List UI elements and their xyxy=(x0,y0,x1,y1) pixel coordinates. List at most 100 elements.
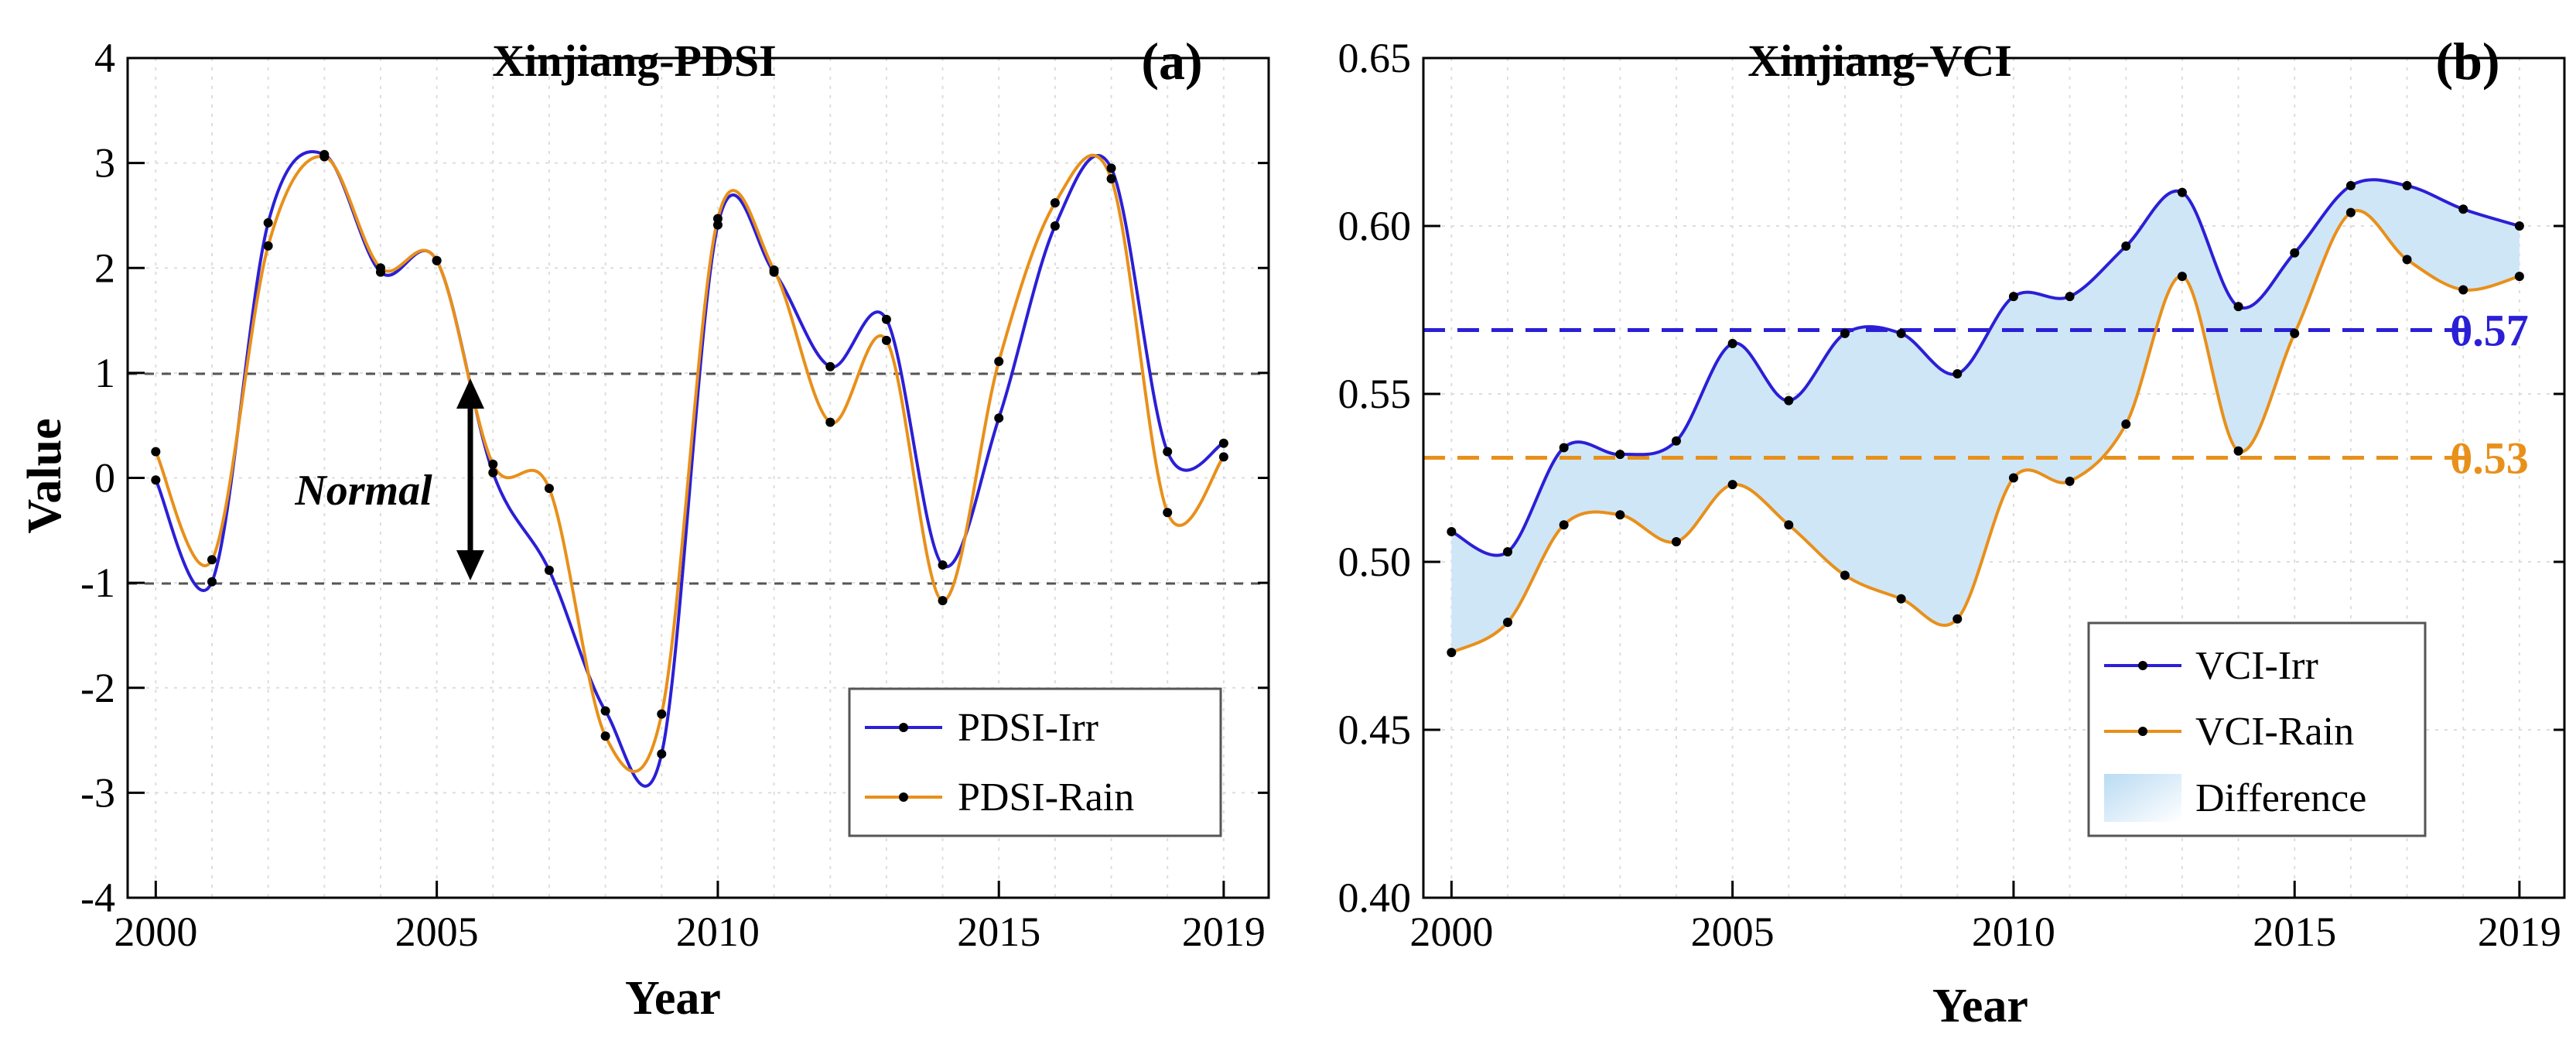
point-vci-irr-2000 xyxy=(1447,526,1457,536)
normal-arrow xyxy=(456,378,484,580)
point-pdsi-irr-2014 xyxy=(938,560,948,570)
y-tick-label: -1 xyxy=(80,560,115,606)
point-pdsi-rain-2004 xyxy=(375,263,385,273)
point-vci-rain-2018 xyxy=(2458,285,2468,295)
mean-label-vci-irr: 0.57 xyxy=(2450,306,2529,356)
title-a: Xinjiang-PDSI xyxy=(492,36,776,86)
ylabel-a: Value xyxy=(19,418,71,533)
legend-item-difference: Difference xyxy=(2104,774,2366,822)
y-tick-label: 2 xyxy=(94,245,115,291)
point-vci-rain-2010 xyxy=(2008,473,2018,483)
point-pdsi-rain-2012 xyxy=(825,417,835,427)
point-pdsi-rain-2017 xyxy=(1106,173,1116,183)
point-vci-irr-2016 xyxy=(2345,180,2356,190)
point-vci-rain-2005 xyxy=(1727,480,1737,490)
y-tick-label: 0.65 xyxy=(1338,35,1412,81)
grid-a xyxy=(128,57,1269,899)
y-tick-label: 0.40 xyxy=(1338,875,1412,921)
point-pdsi-irr-2000 xyxy=(151,475,161,485)
legend-label-pdsi-rain: PDSI-Rain xyxy=(958,775,1134,820)
point-pdsi-rain-2003 xyxy=(319,152,330,162)
point-pdsi-irr-2018 xyxy=(1163,447,1173,457)
point-vci-irr-2004 xyxy=(1671,436,1681,446)
x-tick-label: 2015 xyxy=(957,909,1040,955)
line-vci-irr xyxy=(1450,178,2520,557)
point-vci-irr-2007 xyxy=(1840,328,1850,338)
point-vci-irr-2001 xyxy=(1502,546,1512,556)
point-vci-irr-2002 xyxy=(1559,443,1569,453)
point-pdsi-rain-2016 xyxy=(1050,198,1060,208)
point-vci-irr-2005 xyxy=(1727,338,1737,348)
legend-item-vci-rain: VCI-Rain xyxy=(2104,710,2354,754)
x-tick-label: 2005 xyxy=(1691,909,1775,955)
legend-item-pdsi-irr: PDSI-Irr xyxy=(865,706,1098,750)
point-pdsi-irr-2017 xyxy=(1106,163,1116,173)
point-vci-rain-2002 xyxy=(1559,520,1569,530)
legend-b: VCI-Irr VCI-Rain Difference xyxy=(2087,621,2427,837)
point-pdsi-rain-2015 xyxy=(994,356,1004,366)
point-pdsi-rain-2010 xyxy=(712,214,723,224)
point-pdsi-irr-2015 xyxy=(994,413,1004,423)
line-vci-rain xyxy=(1450,209,2520,654)
point-pdsi-irr-2008 xyxy=(600,706,610,716)
x-tick-label: 2015 xyxy=(2253,909,2336,955)
line-pdsi-rain xyxy=(154,153,1225,773)
y-tick-label: 0.60 xyxy=(1338,203,1412,249)
point-vci-rain-2006 xyxy=(1784,520,1794,530)
point-vci-irr-2011 xyxy=(2065,292,2075,302)
legend-frame-a xyxy=(848,687,1222,837)
legend-item-pdsi-rain: PDSI-Rain xyxy=(865,775,1134,820)
x-tick-label: 2010 xyxy=(1972,909,2055,955)
point-vci-irr-2012 xyxy=(2121,241,2131,252)
point-pdsi-rain-2018 xyxy=(1163,508,1173,518)
x-tick-label: 2019 xyxy=(1182,909,1266,955)
series-b xyxy=(1450,178,2520,654)
point-pdsi-rain-2001 xyxy=(207,555,217,565)
y-tick-label: 0 xyxy=(94,455,115,501)
point-pdsi-irr-2007 xyxy=(544,565,554,575)
y-tick-label: 0.45 xyxy=(1338,707,1412,753)
panel-b: 2000 2005 2010 2015 2019 0.40 0.45 0.50 0.55 0.60… xyxy=(1338,32,2566,1032)
plot-frame-b xyxy=(1422,56,2566,899)
point-pdsi-irr-2012 xyxy=(825,361,835,371)
point-pdsi-rain-2000 xyxy=(151,447,161,457)
y-tick-label: 4 xyxy=(94,35,115,81)
point-pdsi-rain-2013 xyxy=(881,335,891,345)
point-pdsi-irr-2001 xyxy=(207,577,217,587)
point-pdsi-irr-2009 xyxy=(657,749,667,759)
point-vci-irr-2006 xyxy=(1784,395,1794,406)
point-pdsi-rain-2009 xyxy=(657,709,667,719)
point-vci-irr-2015 xyxy=(2290,248,2300,258)
legend-a: PDSI-Irr PDSI-Rain xyxy=(848,687,1222,837)
y-tick-label: 0.50 xyxy=(1338,539,1412,585)
panel-a: Normal 2000 2005 2010 2015 2019 -4 -3 -2 -1 0 1 2 3 4… xyxy=(19,32,1270,1025)
y-tick-label: 0.55 xyxy=(1338,371,1412,417)
legend-label-pdsi-irr: PDSI-Irr xyxy=(958,706,1098,750)
point-vci-rain-2009 xyxy=(1952,614,1963,624)
xlabel-b: Year xyxy=(1932,980,2028,1032)
point-vci-irr-2014 xyxy=(2233,302,2243,312)
point-vci-rain-2015 xyxy=(2290,328,2300,338)
y-tick-label: -2 xyxy=(80,665,115,711)
markers-a xyxy=(151,149,1228,759)
x-tick-label: 2000 xyxy=(114,909,197,955)
y-tick-label: 1 xyxy=(94,350,115,396)
point-vci-rain-2007 xyxy=(1840,570,1850,580)
x-tick-label: 2010 xyxy=(676,909,760,955)
legend-label-vci-rain: VCI-Rain xyxy=(2195,710,2354,754)
point-vci-rain-2017 xyxy=(2402,255,2412,265)
legend-label-vci-irr: VCI-Irr xyxy=(2195,644,2318,688)
point-vci-irr-2003 xyxy=(1615,450,1625,460)
point-pdsi-rain-2006 xyxy=(488,459,498,469)
x-tick-label: 2005 xyxy=(395,909,479,955)
panel-label-b: (b) xyxy=(2435,32,2499,91)
point-pdsi-irr-2002 xyxy=(263,217,273,228)
point-pdsi-rain-2007 xyxy=(544,484,554,494)
legend-item-vci-irr: VCI-Irr xyxy=(2104,644,2318,688)
point-vci-rain-2014 xyxy=(2233,446,2243,456)
normal-annotation: Normal xyxy=(294,467,432,515)
point-vci-rain-2013 xyxy=(2177,272,2187,282)
point-vci-irr-2019 xyxy=(2514,221,2524,231)
point-vci-rain-2008 xyxy=(1896,594,1906,604)
